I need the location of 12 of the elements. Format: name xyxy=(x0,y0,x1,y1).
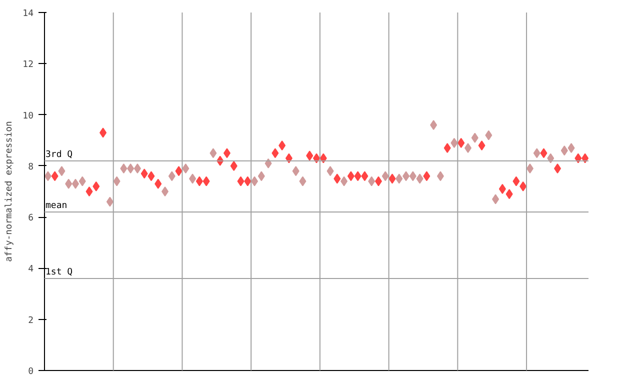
y-axis-title: affy-normalized expression xyxy=(4,121,15,262)
y-tick-label: 0 xyxy=(28,367,34,377)
ref-line-label: 1st Q xyxy=(46,267,73,278)
y-tick-label: 14 xyxy=(22,9,34,19)
y-tick-label: 8 xyxy=(28,162,34,172)
y-tick-label: 4 xyxy=(28,264,34,275)
y-tick-label: 12 xyxy=(22,60,34,70)
ref-line-label: 3rd Q xyxy=(46,150,73,160)
ref-line-label: mean xyxy=(46,200,68,211)
y-tick-label: 6 xyxy=(28,214,34,224)
y-tick-label: 2 xyxy=(28,316,34,326)
y-tick-label: 10 xyxy=(22,111,34,122)
